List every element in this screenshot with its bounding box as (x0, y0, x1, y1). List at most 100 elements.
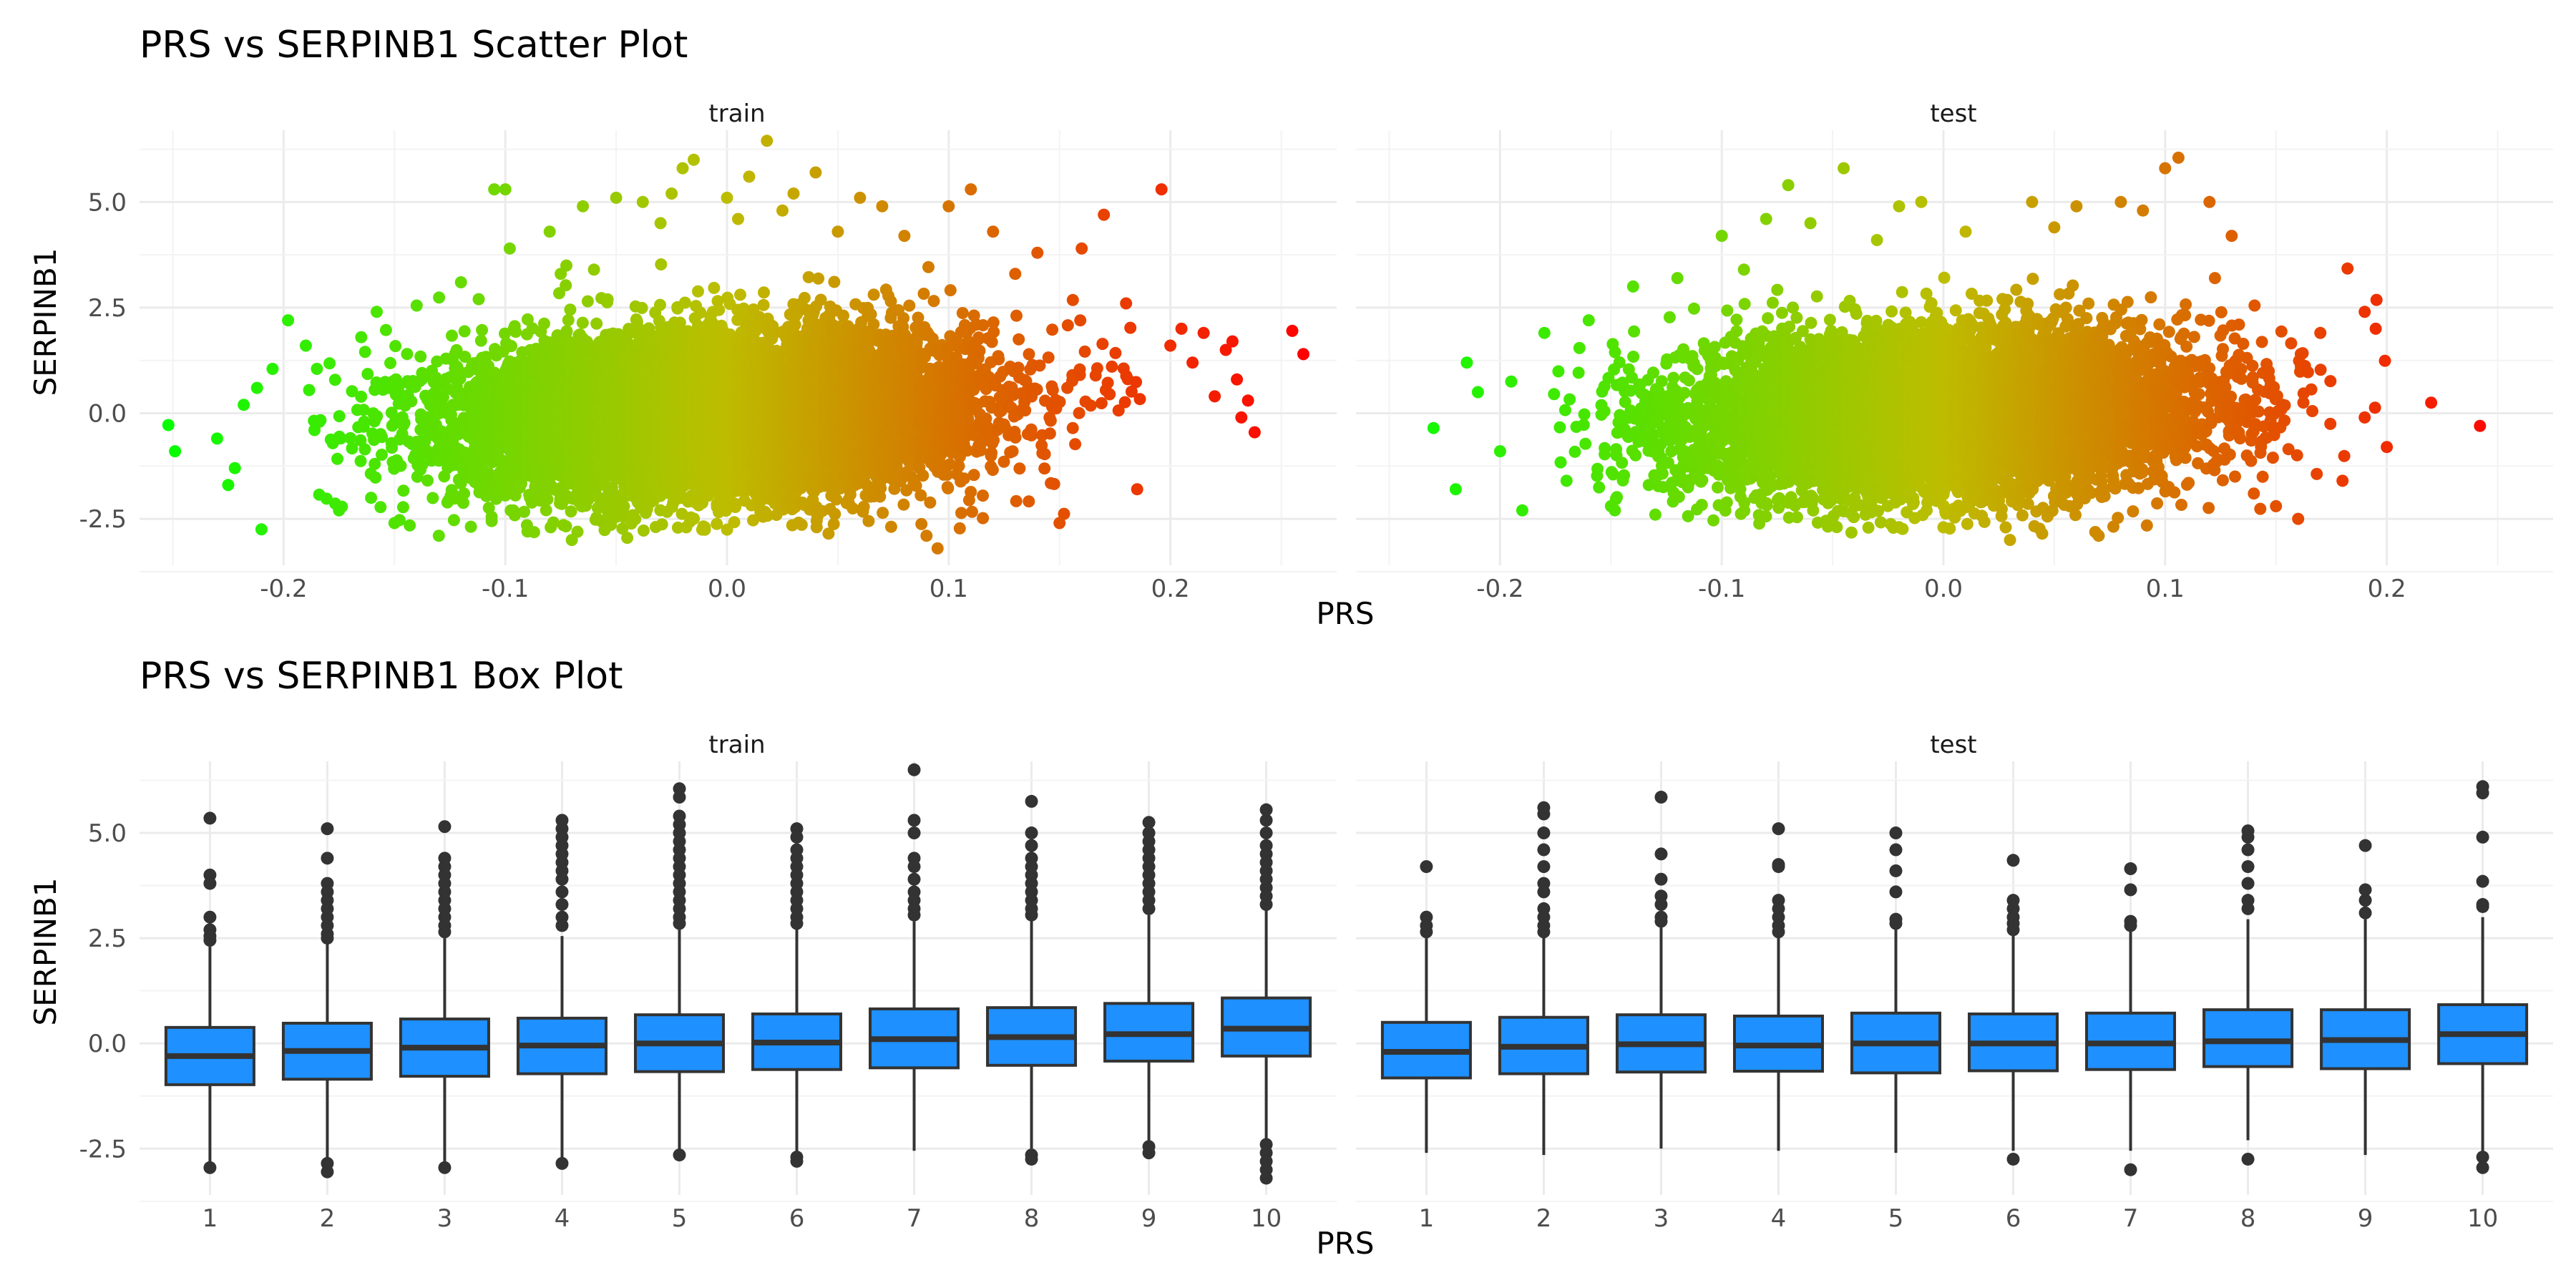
scatter-point (346, 442, 358, 455)
scatter-point (384, 356, 396, 369)
scatter-point (655, 518, 668, 531)
scatter-point (560, 520, 572, 532)
scatter-point (540, 504, 552, 517)
scatter-point (389, 340, 402, 353)
scatter-point (369, 457, 381, 470)
scatter-point (538, 317, 550, 330)
scatter-point (421, 474, 434, 487)
y-tick-label: 0.0 (88, 399, 127, 428)
scatter-point (485, 510, 498, 523)
scatter-point (398, 416, 411, 429)
scatter-point (474, 334, 487, 347)
scatter-point (711, 517, 723, 530)
x-tick-label: -0.1 (482, 575, 529, 603)
scatter-point (560, 279, 572, 292)
scatter-point (508, 509, 521, 522)
scatter-point (562, 313, 575, 326)
x-tick-label: 0.0 (708, 575, 746, 603)
scatter-point (386, 441, 399, 454)
scatter-point (361, 368, 374, 381)
scatter-point (509, 326, 522, 338)
scatter-point (708, 281, 721, 294)
scatter-point (482, 467, 495, 479)
scatter-point (405, 395, 418, 408)
scatter-point (385, 406, 398, 419)
scatter-point (397, 484, 410, 497)
scatter-point-cloud (303, 258, 1146, 540)
scatter-point (369, 471, 382, 484)
scatter-point (414, 350, 427, 363)
scatter-point (464, 520, 477, 533)
scatter-strip-test: test (1930, 99, 1976, 128)
scatter-point (346, 385, 358, 398)
scatter-point (371, 410, 384, 423)
scatter-point (564, 303, 577, 316)
scatter-title: PRS vs SERPINB1 Scatter Plot (140, 24, 688, 67)
scatter-point (476, 323, 489, 336)
scatter-point (459, 351, 472, 364)
scatter-point (635, 301, 648, 314)
scatter-point (323, 357, 336, 370)
scatter-point (713, 303, 726, 316)
scatter-point (401, 348, 414, 361)
scatter-point (354, 454, 367, 467)
x-tick-label: 0.2 (1151, 575, 1190, 603)
scatter-point (450, 343, 463, 356)
scatter-point (678, 296, 691, 309)
scatter-point (334, 432, 347, 445)
scatter-point (521, 313, 534, 326)
y-tick-label: 5.0 (88, 188, 127, 217)
scatter-point (541, 493, 554, 506)
y-tick-label: 2.5 (88, 294, 127, 323)
scatter-point (396, 501, 409, 514)
scatter-point (457, 497, 469, 509)
scatter-point (355, 390, 368, 403)
scatter-point (358, 443, 371, 456)
scatter-point (446, 329, 458, 342)
scatter-point (365, 492, 378, 504)
x-tick-label: 0.1 (930, 575, 968, 603)
scatter-point (376, 431, 389, 444)
scatter-point (379, 323, 392, 336)
x-tick-label: -0.2 (260, 575, 307, 603)
scatter-point (505, 340, 517, 353)
scatter-point (601, 293, 614, 306)
scatter-point (590, 317, 603, 330)
scatter-point (576, 316, 589, 329)
scatter-point (333, 410, 346, 423)
scatter-panel-train: -2.5 0.0 2.5 5.0 -0.2 -0.1 0.0 0.1 0.2 (79, 130, 1337, 603)
scatter-point (454, 477, 467, 490)
scatter-point (499, 327, 511, 340)
scatter-point (331, 452, 343, 465)
y-tick-label: -2.5 (79, 505, 127, 534)
scatter-point (354, 434, 367, 447)
scatter-point (358, 346, 371, 358)
scatter-point (426, 492, 439, 504)
scatter-point (654, 298, 666, 311)
scatter-point (376, 449, 388, 461)
scatter-point (688, 512, 701, 525)
scatter-point (303, 384, 316, 396)
scatter-point (637, 525, 650, 537)
scatter-point (374, 501, 387, 514)
scatter-point (692, 285, 704, 298)
scatter-point (581, 295, 594, 308)
scatter-point (565, 505, 577, 518)
scatter-point (358, 415, 371, 428)
scatter-point (433, 291, 446, 304)
scatter-point (394, 459, 407, 472)
scatter-point (416, 459, 429, 471)
scatter-point (629, 513, 642, 525)
scatter-point (328, 374, 341, 386)
scatter-point (655, 258, 668, 270)
scatter-point (447, 514, 460, 527)
scatter-strip-train: train (708, 99, 765, 128)
scatter-point (357, 404, 370, 416)
scatter-point (518, 505, 530, 518)
scatter-point (344, 431, 357, 444)
scatter-point (404, 519, 416, 532)
scatter-point (458, 325, 471, 338)
scatter-point (314, 414, 327, 426)
scatter-point (458, 487, 471, 500)
